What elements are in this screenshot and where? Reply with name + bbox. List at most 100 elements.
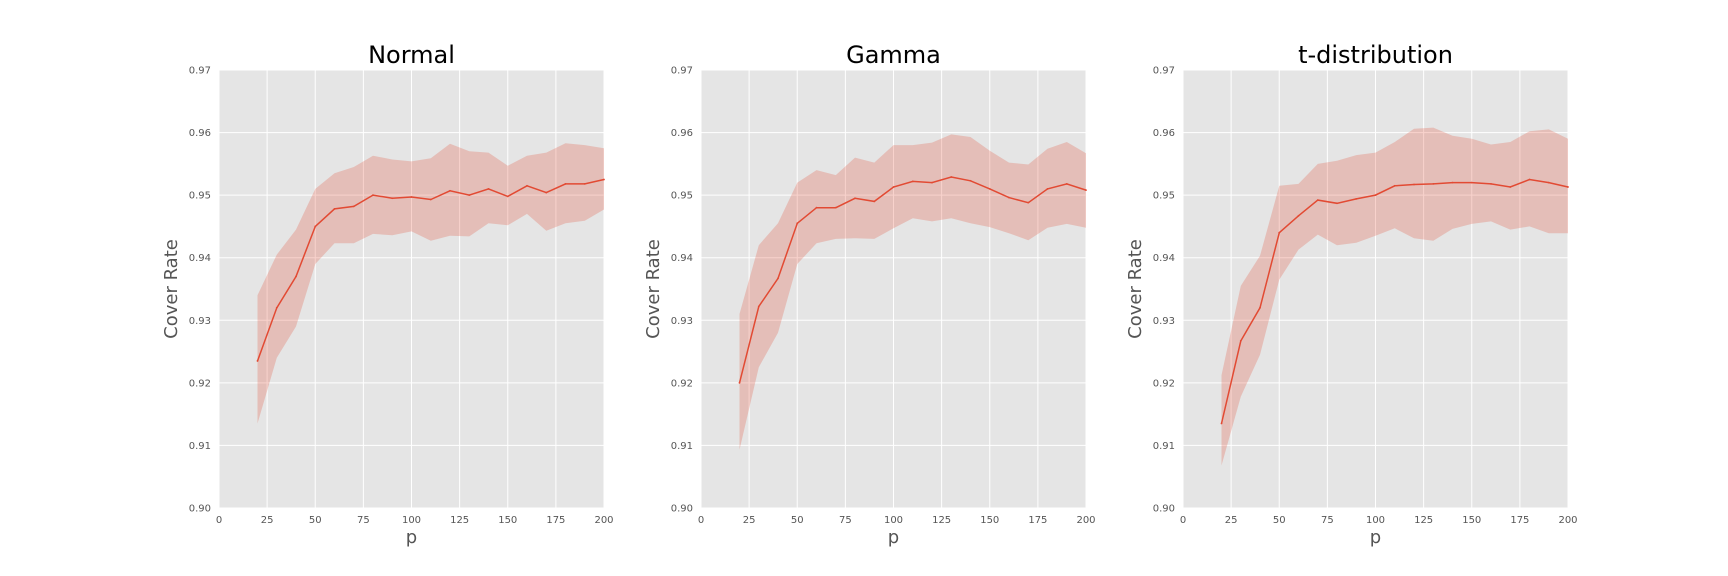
confidence-band: [739, 134, 1086, 450]
y-axis-label: Cover Rate: [161, 239, 182, 339]
x-tick-label: 50: [309, 515, 322, 526]
data-point: [1393, 184, 1396, 187]
data-point: [256, 360, 259, 362]
data-point: [873, 200, 876, 203]
data-point: [545, 191, 548, 194]
x-tick-label: 25: [1225, 515, 1238, 526]
data-point: [1220, 422, 1223, 425]
y-tick-label: 0.94: [189, 253, 211, 264]
y-tick-label: 0.93: [1153, 316, 1175, 327]
x-tick-label: 125: [1414, 515, 1433, 526]
y-tick-label: 0.96: [671, 128, 693, 139]
data-point: [1374, 194, 1377, 197]
data-point: [1239, 340, 1242, 342]
data-point: [738, 381, 741, 384]
data-point: [1297, 214, 1300, 217]
y-tick-label: 0.91: [671, 441, 693, 452]
data-point: [911, 180, 914, 183]
data-point: [1259, 306, 1261, 309]
data-point: [1278, 231, 1281, 234]
x-axis-label: p: [406, 527, 417, 548]
chart-title: t-distribution: [1298, 41, 1453, 69]
data-point: [1547, 181, 1550, 184]
y-tick-label: 0.97: [189, 66, 211, 77]
x-tick-label: 150: [1462, 515, 1481, 526]
data-point: [1490, 182, 1492, 185]
x-tick-label: 25: [743, 515, 756, 526]
data-point: [506, 195, 509, 198]
y-tick-label: 0.96: [1153, 128, 1175, 139]
data-point: [1567, 186, 1569, 188]
y-tick-label: 0.90: [1153, 504, 1175, 515]
data-point: [892, 186, 895, 188]
y-tick-label: 0.96: [189, 128, 211, 139]
confidence-band: [1221, 127, 1568, 466]
data-point: [603, 178, 605, 181]
data-point: [834, 206, 837, 209]
y-tick-label: 0.95: [1153, 191, 1175, 202]
y-tick-label: 0.93: [189, 316, 211, 327]
x-tick-label: 125: [450, 515, 469, 526]
data-point: [526, 184, 528, 187]
data-point: [1008, 196, 1010, 199]
y-tick-label: 0.92: [671, 378, 693, 389]
data-point: [1528, 178, 1531, 181]
chart-title: Gamma: [846, 41, 941, 69]
data-point: [449, 189, 451, 192]
chart-title: Normal: [368, 41, 455, 69]
data-point: [1085, 189, 1087, 192]
data-point: [1046, 187, 1049, 190]
data-point: [410, 196, 413, 198]
data-point: [429, 198, 432, 201]
x-tick-label: 100: [402, 515, 421, 526]
data-point: [1470, 181, 1473, 184]
data-point: [333, 208, 336, 210]
data-point: [757, 305, 760, 308]
y-tick-label: 0.93: [671, 316, 693, 327]
data-point: [295, 275, 297, 278]
x-tick-label: 150: [980, 515, 999, 526]
y-tick-label: 0.90: [671, 504, 693, 515]
y-axis-label: Cover Rate: [643, 239, 664, 339]
data-point: [1432, 182, 1435, 185]
data-point: [1451, 181, 1454, 184]
y-tick-label: 0.95: [189, 191, 211, 202]
data-point: [1355, 197, 1358, 200]
x-axis-label: p: [1370, 527, 1381, 548]
y-tick-label: 0.97: [1153, 66, 1175, 77]
x-tick-label: 0: [698, 515, 704, 526]
data-point: [1509, 186, 1512, 188]
x-tick-label: 75: [839, 515, 852, 526]
x-tick-label: 175: [1510, 515, 1529, 526]
chart-panel-1: 0 25 50 75 100 125 150 175 200 0.90 0.91 0.92 0.93 0.…: [161, 41, 614, 548]
data-point: [1316, 199, 1319, 202]
x-tick-label: 75: [1321, 515, 1334, 526]
x-axis-label: p: [888, 527, 899, 548]
data-point: [931, 181, 933, 184]
confidence-band: [257, 143, 604, 424]
x-tick-label: 150: [498, 515, 517, 526]
x-tick-label: 175: [1028, 515, 1047, 526]
data-point: [854, 197, 856, 200]
data-point: [487, 187, 490, 190]
y-tick-label: 0.94: [671, 253, 693, 264]
x-tick-label: 0: [216, 515, 222, 526]
x-tick-label: 100: [884, 515, 903, 526]
y-tick-label: 0.91: [1153, 441, 1175, 452]
y-tick-label: 0.92: [1153, 378, 1175, 389]
x-tick-label: 75: [357, 515, 370, 526]
y-tick-label: 0.95: [671, 191, 693, 202]
y-tick-label: 0.97: [671, 66, 693, 77]
y-tick-label: 0.92: [189, 378, 211, 389]
data-point: [796, 222, 799, 225]
x-tick-label: 0: [1180, 515, 1186, 526]
x-tick-label: 200: [1558, 515, 1577, 526]
data-point: [564, 182, 567, 185]
data-point: [1336, 202, 1338, 205]
data-point: [583, 182, 586, 185]
x-tick-label: 125: [932, 515, 951, 526]
x-tick-label: 200: [594, 515, 613, 526]
data-point: [275, 306, 278, 309]
data-point: [777, 277, 779, 280]
